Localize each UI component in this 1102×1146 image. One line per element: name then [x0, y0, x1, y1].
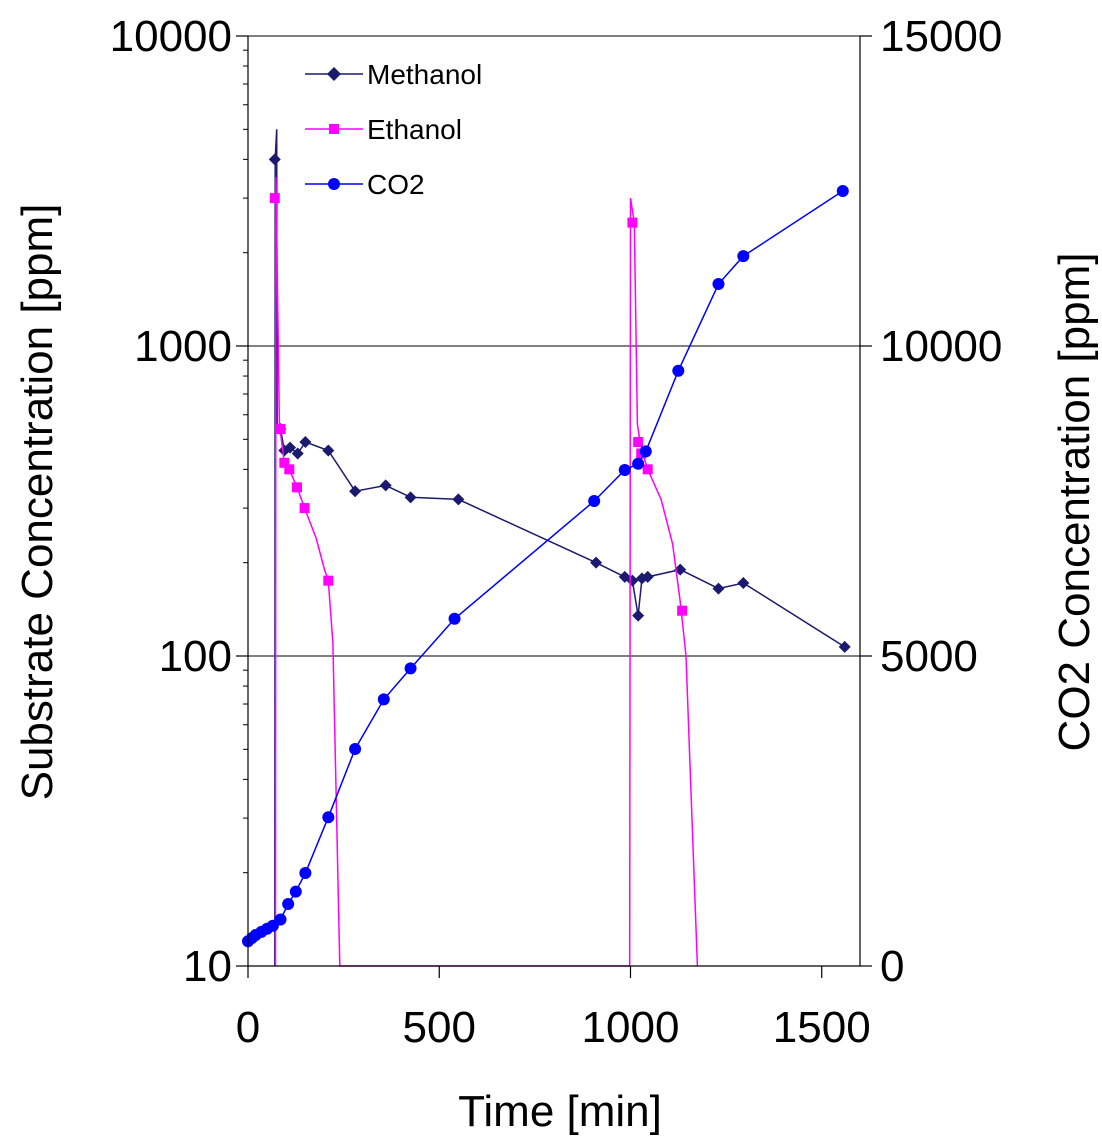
y-axis-left-title: Substrate Concentration [ppm]	[13, 204, 62, 801]
data-point-methanol	[590, 556, 603, 569]
x-tick-label: 500	[403, 1003, 476, 1052]
x-tick-label: 0	[236, 1003, 260, 1052]
data-point-co2	[639, 445, 652, 458]
data-point-methanol	[349, 485, 362, 498]
data-point-ethanol	[275, 423, 286, 434]
data-point-co2	[404, 662, 417, 675]
data-point-ethanol	[284, 464, 295, 475]
data-point-ethanol	[323, 575, 334, 586]
data-point-ethanol	[677, 605, 688, 616]
legend: Methanol Ethanol CO2	[305, 59, 482, 200]
series-methanol	[268, 129, 851, 967]
data-point-methanol	[674, 563, 687, 576]
data-point-ethanol	[633, 437, 644, 448]
x-axis-title: Time [min]	[458, 1087, 662, 1136]
data-point-methanol	[452, 493, 465, 506]
legend-marker-ethanol	[329, 124, 339, 134]
data-point-methanol	[322, 444, 335, 457]
legend-item-methanol: Methanol	[305, 59, 482, 90]
y-right-tick-label: 5000	[880, 632, 978, 681]
data-point-co2	[377, 693, 390, 706]
data-point-methanol	[632, 609, 645, 622]
y-right-tick-label: 10000	[880, 322, 1002, 371]
data-point-ethanol	[642, 464, 653, 475]
series-line-methanol	[274, 129, 846, 967]
y-left-tick-label: 10000	[110, 12, 232, 61]
y-right-tick-label: 15000	[880, 12, 1002, 61]
data-point-co2	[588, 495, 601, 507]
legend-label-methanol: Methanol	[367, 59, 482, 90]
tick-labels: 10 100 1000 10000 0 5000 10000 15000 0 500 1000 150…	[110, 12, 1003, 1052]
data-point-co2	[712, 278, 725, 290]
axes	[236, 35, 872, 978]
series-co2	[242, 185, 849, 948]
data-point-methanol	[641, 570, 654, 583]
data-point-methanol	[379, 479, 392, 492]
data-point-co2	[289, 885, 302, 898]
data-point-ethanol	[279, 457, 290, 468]
data-point-co2	[282, 898, 295, 910]
legend-item-co2: CO2	[305, 169, 425, 200]
data-point-co2	[836, 185, 849, 197]
data-point-co2	[448, 612, 461, 625]
data-point-methanol	[712, 582, 725, 595]
data-point-methanol	[404, 491, 417, 504]
x-tick-label: 1500	[773, 1003, 871, 1052]
series-ethanol	[269, 177, 699, 967]
data-point-ethanol	[627, 217, 638, 228]
y-left-tick-label: 10	[183, 942, 232, 991]
data-point-co2	[737, 250, 750, 263]
data-point-methanol	[284, 441, 297, 454]
legend-marker-co2	[328, 178, 340, 190]
data-point-co2	[632, 457, 645, 470]
y-right-tick-label: 0	[880, 942, 904, 991]
data-point-co2	[322, 811, 335, 824]
y-axis-right-title: CO2 Concentration [ppm]	[1050, 253, 1099, 752]
x-tick-label: 1000	[582, 1003, 680, 1052]
data-point-methanol	[838, 640, 851, 653]
data-point-methanol	[737, 576, 750, 589]
legend-label-ethanol: Ethanol	[367, 114, 462, 145]
data-point-methanol	[291, 447, 304, 460]
y-left-tick-label: 100	[159, 632, 232, 681]
data-point-methanol	[268, 153, 281, 166]
data-point-co2	[299, 867, 312, 879]
legend-item-ethanol: Ethanol	[305, 114, 462, 145]
series-line-ethanol	[274, 177, 699, 967]
legend-label-co2: CO2	[367, 169, 425, 200]
y-left-tick-label: 1000	[134, 322, 232, 371]
data-point-ethanol	[299, 503, 310, 514]
data-point-ethanol	[291, 482, 302, 493]
data-point-ethanol	[269, 193, 280, 204]
data-point-co2	[672, 364, 685, 377]
data-point-co2	[349, 743, 362, 755]
data-layer	[242, 129, 851, 967]
data-point-co2	[274, 913, 287, 926]
data-point-methanol	[299, 436, 312, 449]
gridlines	[248, 35, 860, 967]
data-point-co2	[618, 464, 631, 476]
legend-marker-methanol	[327, 67, 341, 81]
